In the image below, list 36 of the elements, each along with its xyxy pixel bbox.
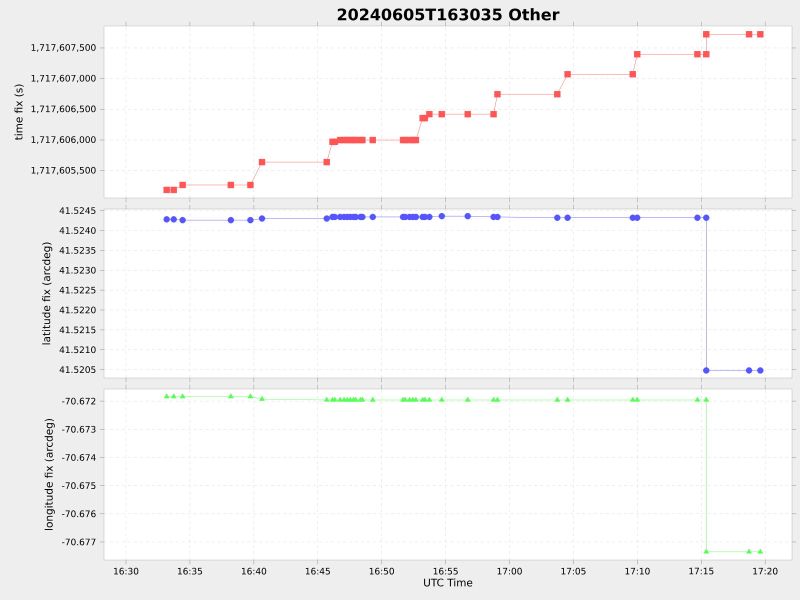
y-tick-label: 1,717,606,000: [32, 136, 96, 144]
y-tick-label: -70.676: [62, 510, 96, 518]
y-tick-label: 41.5230: [60, 266, 96, 274]
x-tick-label: 16:50: [370, 568, 394, 575]
y-tick-label: 41.5210: [60, 346, 96, 354]
y-tick-label: 41.5225: [60, 286, 96, 294]
x-axis-title: UTC Time: [424, 578, 472, 586]
y-tick-label: 41.5245: [60, 207, 96, 214]
y-tick-label: -70.674: [62, 454, 96, 461]
y-tick-label: -70.677: [62, 538, 96, 546]
y-tick-label: 41.5215: [60, 326, 96, 334]
y-tick-label: 1,717,607,000: [32, 74, 96, 83]
x-tick-label: 17:05: [561, 568, 586, 575]
y-tick-label: -70.672: [62, 398, 96, 404]
y-tick-label: -70.675: [62, 482, 96, 490]
y-tick-label: 41.5235: [60, 246, 96, 254]
x-tick-label: 16:35: [178, 568, 202, 575]
x-tick-label: 17:15: [689, 568, 714, 574]
y-tick-label: 41.5240: [60, 227, 96, 234]
y-tick-label: 1,717,607,500: [32, 44, 96, 52]
x-tick-label: 17:00: [498, 568, 522, 575]
y-tick-label: 1,717,605,500: [32, 166, 96, 175]
y-tick-label: 1,717,606,500: [32, 106, 96, 114]
x-tick-label: 17:20: [753, 568, 778, 575]
x-tick-label: 16:40: [242, 568, 266, 575]
x-tick-label: 16:30: [114, 568, 138, 575]
x-tick-label: 17:10: [625, 568, 650, 575]
y-tick-label: 41.5205: [60, 366, 96, 374]
y-tick-label: -70.673: [62, 426, 96, 433]
y-axis-title: time fix (s): [14, 84, 24, 140]
y-axis-title: latitude fix (arcdeg): [42, 242, 52, 344]
x-tick-label: 16:45: [306, 568, 330, 575]
x-tick-label: 16:55: [434, 568, 458, 575]
y-tick-label: 41.5220: [60, 306, 96, 314]
chart-title: 20240605T163035 Other: [338, 8, 560, 20]
y-axis-title: longitude fix (arcdeg): [44, 418, 55, 530]
